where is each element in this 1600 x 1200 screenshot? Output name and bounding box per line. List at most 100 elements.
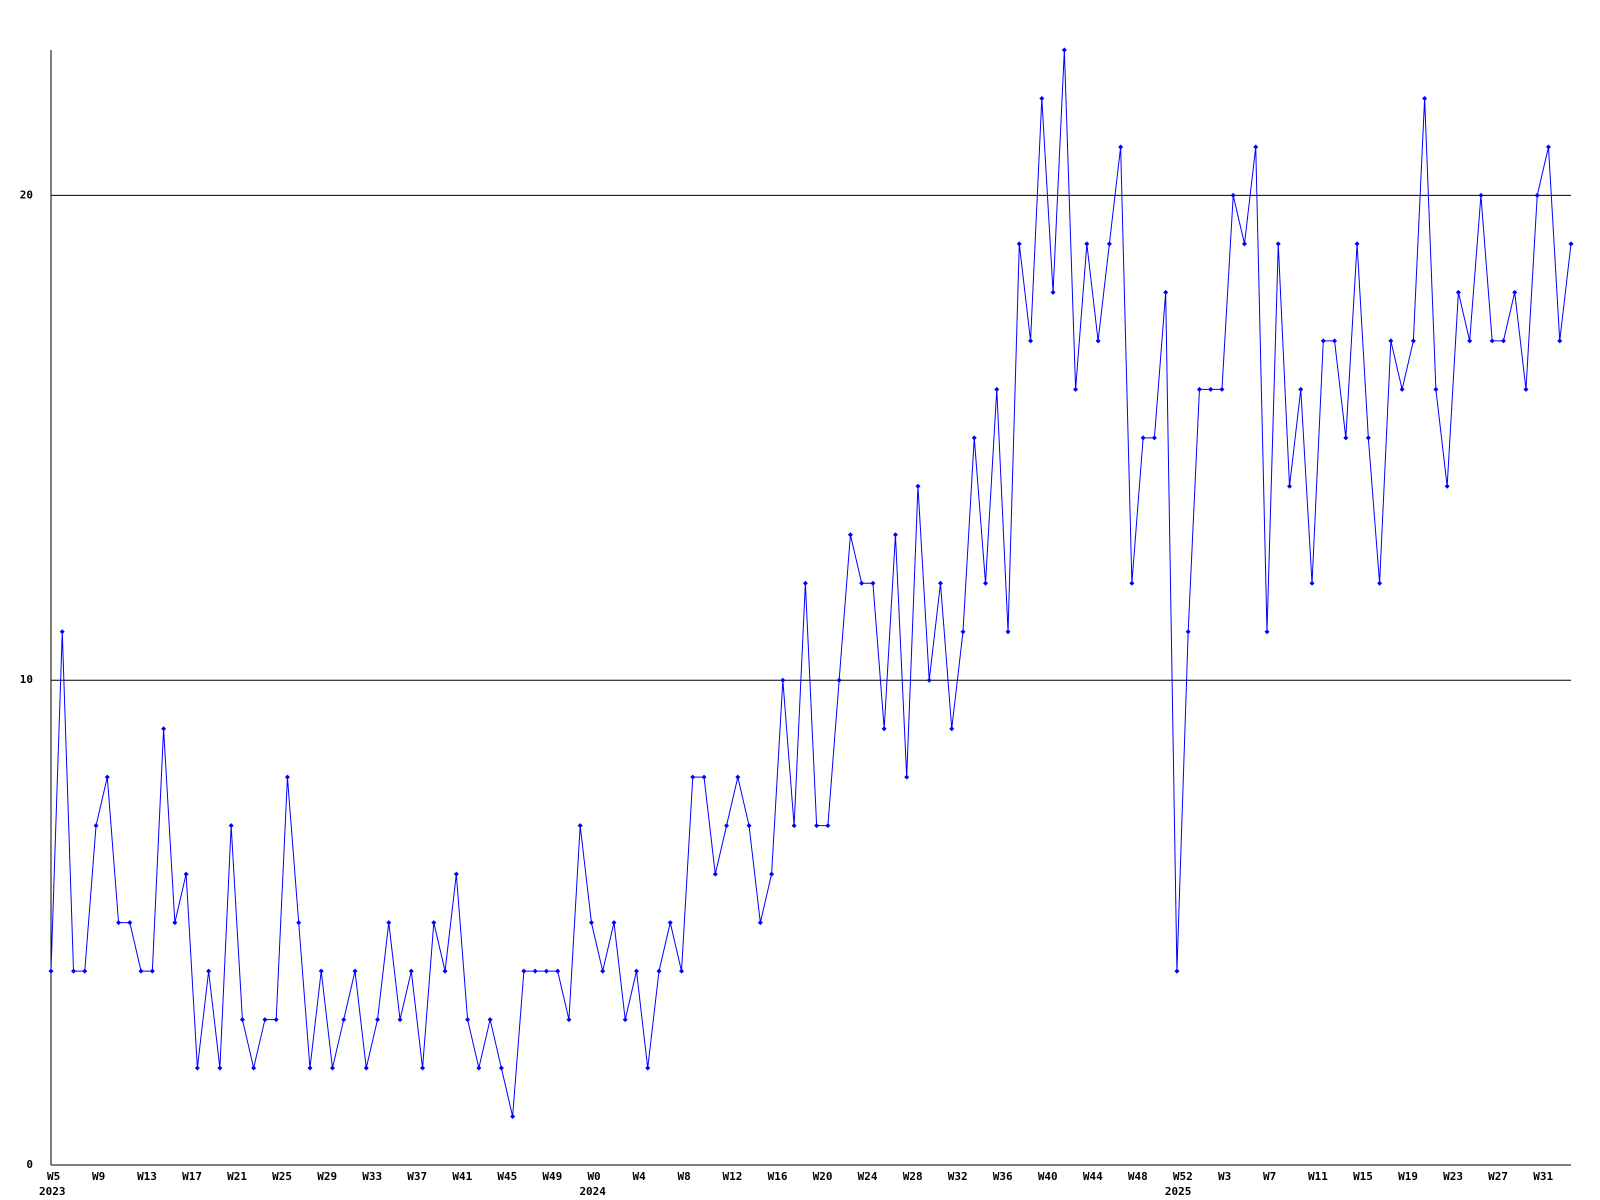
data-point [341,1017,347,1023]
data-point [408,968,414,974]
data-point [735,774,741,780]
x-tick-label: W15 [1353,1170,1373,1183]
data-point [442,968,448,974]
data-point [1174,968,1180,974]
data-point [476,1065,482,1071]
data-point [1433,386,1439,392]
data-point [228,823,234,829]
data-point [251,1065,257,1071]
data-point [1512,289,1518,295]
x-tick-label: W5 [47,1170,60,1183]
data-point [273,1017,279,1023]
data-point [1365,435,1371,441]
data-point [1478,192,1484,198]
data-point [949,726,955,732]
x-tick-label: W4 [632,1170,646,1183]
data-point [611,920,617,926]
data-point [1264,629,1270,635]
data-point [375,1017,381,1023]
data-point [960,629,966,635]
data-point [825,823,831,829]
data-point [588,920,594,926]
data-point [161,726,167,732]
data-point [555,968,561,974]
x-tick-label: W31 [1533,1170,1553,1183]
x-tick-label: W52 [1173,1170,1193,1183]
data-point [1163,289,1169,295]
data-point [1084,241,1090,247]
x-year-label: 2025 [1165,1185,1192,1198]
data-point [386,920,392,926]
x-tick-label: W17 [182,1170,202,1183]
y-tick-label: 10 [20,673,33,686]
data-point [1388,338,1394,344]
data-point [1557,338,1563,344]
x-tick-label: W11 [1308,1170,1328,1183]
data-point [363,1065,369,1071]
data-point [1489,338,1495,344]
x-tick-label: W7 [1263,1170,1276,1183]
x-tick-label: W37 [407,1170,427,1183]
data-point [431,920,437,926]
data-point [1016,241,1022,247]
data-point [329,1065,335,1071]
data-point [1545,144,1551,150]
data-point [1095,338,1101,344]
data-point [1241,241,1247,247]
data-point [487,1017,493,1023]
data-point [1129,580,1135,586]
x-tick-label: W28 [903,1170,923,1183]
data-point [859,580,865,586]
data-point [983,580,989,586]
x-tick-label: W16 [768,1170,788,1183]
data-point [59,629,65,635]
data-point [510,1114,516,1120]
data-point [656,968,662,974]
data-point [1219,386,1225,392]
data-point [1275,241,1281,247]
data-point [104,774,110,780]
data-point [1151,435,1157,441]
x-tick-label: W41 [452,1170,472,1183]
x-tick-label: W24 [858,1170,878,1183]
x-tick-label: W21 [227,1170,247,1183]
data-point [814,823,820,829]
x-tick-label: W49 [542,1170,562,1183]
data-point [1140,435,1146,441]
x-tick-label: W23 [1443,1170,1463,1183]
data-point [127,920,133,926]
data-point [116,920,122,926]
data-point [1568,241,1574,247]
data-point [1208,386,1214,392]
data-point [937,580,943,586]
data-point [1196,386,1202,392]
data-point [1534,192,1540,198]
data-point [206,968,212,974]
x-tick-label: W9 [92,1170,105,1183]
x-tick-label: W32 [948,1170,968,1183]
data-point [724,823,730,829]
data-point [543,968,549,974]
data-point [836,677,842,683]
data-point [892,532,898,538]
y-tick-label: 20 [20,188,33,201]
data-point [847,532,853,538]
data-point [1039,95,1045,101]
data-point [1118,144,1124,150]
data-point [1399,386,1405,392]
x-tick-label: W3 [1218,1170,1231,1183]
data-point [172,920,178,926]
data-point [397,1017,403,1023]
data-point [217,1065,223,1071]
data-point [296,920,302,926]
y-tick-label: 0 [26,1158,33,1171]
data-point [1230,192,1236,198]
data-point [1500,338,1506,344]
data-point [82,968,88,974]
x-tick-label: W29 [317,1170,337,1183]
data-point [645,1065,651,1071]
data-point [926,677,932,683]
data-point [577,823,583,829]
x-tick-label: W48 [1128,1170,1148,1183]
